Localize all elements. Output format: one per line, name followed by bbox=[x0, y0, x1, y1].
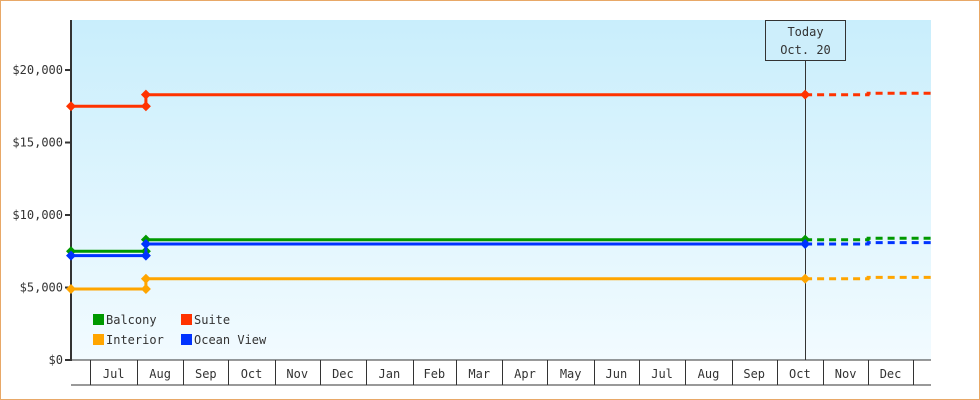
legend-swatch-balcony bbox=[93, 314, 104, 325]
x-tick-label: Aug bbox=[698, 367, 720, 381]
x-tick-label: Oct bbox=[241, 367, 263, 381]
series-line-interior bbox=[71, 277, 806, 291]
legend-label-balcony: Balcony bbox=[106, 313, 157, 327]
x-tick-label: Mar bbox=[468, 367, 490, 381]
today-label: Today bbox=[787, 25, 823, 39]
series-forecast-interior bbox=[805, 275, 931, 281]
x-tick-label: Nov bbox=[835, 367, 857, 381]
x-tick-label: Jun bbox=[606, 367, 628, 381]
legend-label-ocean-view: Ocean View bbox=[194, 333, 267, 347]
x-tick-label: Jan bbox=[379, 367, 401, 381]
x-tick-label: Oct bbox=[789, 367, 811, 381]
data-point-ocean-view bbox=[66, 250, 76, 261]
x-tick-label: Dec bbox=[880, 367, 902, 381]
data-point-suite bbox=[140, 89, 151, 100]
data-point-suite bbox=[800, 89, 811, 100]
data-point-ocean-view bbox=[140, 239, 151, 250]
x-tick-label: Jul bbox=[103, 367, 125, 381]
data-point-suite bbox=[140, 101, 151, 112]
legend-swatch-ocean-view bbox=[181, 334, 192, 345]
series-forecast-suite bbox=[805, 91, 931, 97]
x-tick-label: Apr bbox=[514, 367, 536, 381]
data-point-ocean-view bbox=[140, 250, 151, 261]
x-tick-label: Feb bbox=[423, 367, 445, 381]
x-tick-label: Jul bbox=[651, 367, 673, 381]
data-point-interior bbox=[140, 273, 151, 284]
y-tick-label: $10,000 bbox=[12, 208, 63, 222]
x-tick-label: May bbox=[560, 367, 582, 381]
series-line-suite bbox=[71, 93, 806, 108]
x-tick-label: Dec bbox=[332, 367, 354, 381]
data-point-suite bbox=[66, 101, 76, 112]
legend-label-interior: Interior bbox=[106, 333, 164, 347]
x-tick-label: Sep bbox=[743, 367, 765, 381]
y-tick-label: $20,000 bbox=[12, 63, 63, 77]
series-line-ocean-view bbox=[71, 242, 806, 258]
legend-label-suite: Suite bbox=[194, 313, 230, 327]
legend-swatch-interior bbox=[93, 334, 104, 345]
x-tick-label: Aug bbox=[149, 367, 171, 381]
y-tick-label: $0 bbox=[49, 353, 63, 367]
x-tick-label: Nov bbox=[286, 367, 308, 381]
y-tick-label: $5,000 bbox=[20, 281, 63, 295]
x-tick-label: Sep bbox=[195, 367, 217, 381]
data-point-interior bbox=[140, 283, 151, 294]
plot-background bbox=[71, 20, 931, 360]
today-box bbox=[765, 20, 846, 61]
series-forecast-ocean-view bbox=[805, 241, 931, 246]
legend-swatch-suite bbox=[181, 314, 192, 325]
data-point-interior bbox=[800, 273, 811, 284]
today-date: Oct. 20 bbox=[780, 43, 831, 57]
series-forecast-balcony bbox=[805, 236, 931, 242]
data-point-ocean-view bbox=[800, 239, 811, 250]
y-tick-label: $15,000 bbox=[12, 136, 63, 150]
data-point-interior bbox=[66, 283, 76, 294]
